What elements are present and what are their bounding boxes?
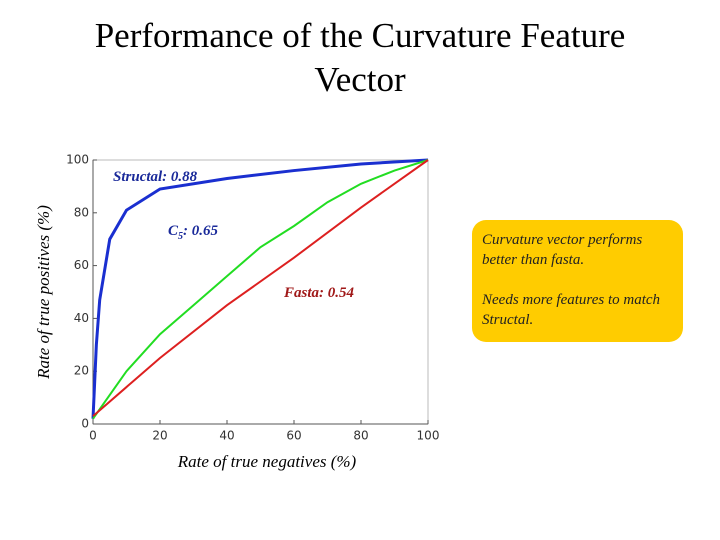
- annotation: C5: 0.65: [168, 223, 219, 242]
- callout-text: Needs more features to match Structal.: [482, 292, 661, 328]
- series-line: [91, 158, 429, 419]
- series-line: [92, 159, 429, 420]
- plot-frame: [92, 159, 429, 425]
- annotation-text: : 0.65: [183, 223, 218, 239]
- callout-text: Curvature vector performs better than fa…: [482, 232, 643, 268]
- annotation-subscript: 5: [178, 231, 183, 242]
- callout: Curvature vector performs better than fa…: [472, 220, 683, 342]
- y-tick-label: 0: [81, 417, 89, 431]
- annotation-text: C: [168, 223, 179, 239]
- x-tick-label: 0: [89, 429, 97, 443]
- x-tick-label: 20: [152, 429, 167, 443]
- y-tick-label: 100: [66, 153, 89, 167]
- y-tick-label: 60: [74, 258, 89, 272]
- x-tick-label: 60: [286, 429, 301, 443]
- x-tick-label: 80: [353, 429, 368, 443]
- annotation: Structal: 0.88: [113, 169, 198, 185]
- x-tick-label: 100: [417, 429, 440, 443]
- annotation-text: Structal: 0.88: [113, 169, 198, 185]
- y-tick-label: 80: [74, 205, 89, 219]
- slide-title: Performance of the Curvature Feature Vec…: [94, 16, 626, 99]
- y-tick-label: 40: [74, 311, 89, 325]
- x-axis-label: Rate of true negatives (%): [177, 452, 357, 471]
- x-tick-label: 40: [219, 429, 234, 443]
- annotation: Fasta: 0.54: [283, 285, 355, 301]
- annotation-text: Fasta: 0.54: [283, 285, 355, 301]
- y-tick-label: 20: [74, 364, 89, 378]
- y-axis-label: Rate of true positives (%): [34, 205, 53, 380]
- series-line: [92, 159, 429, 417]
